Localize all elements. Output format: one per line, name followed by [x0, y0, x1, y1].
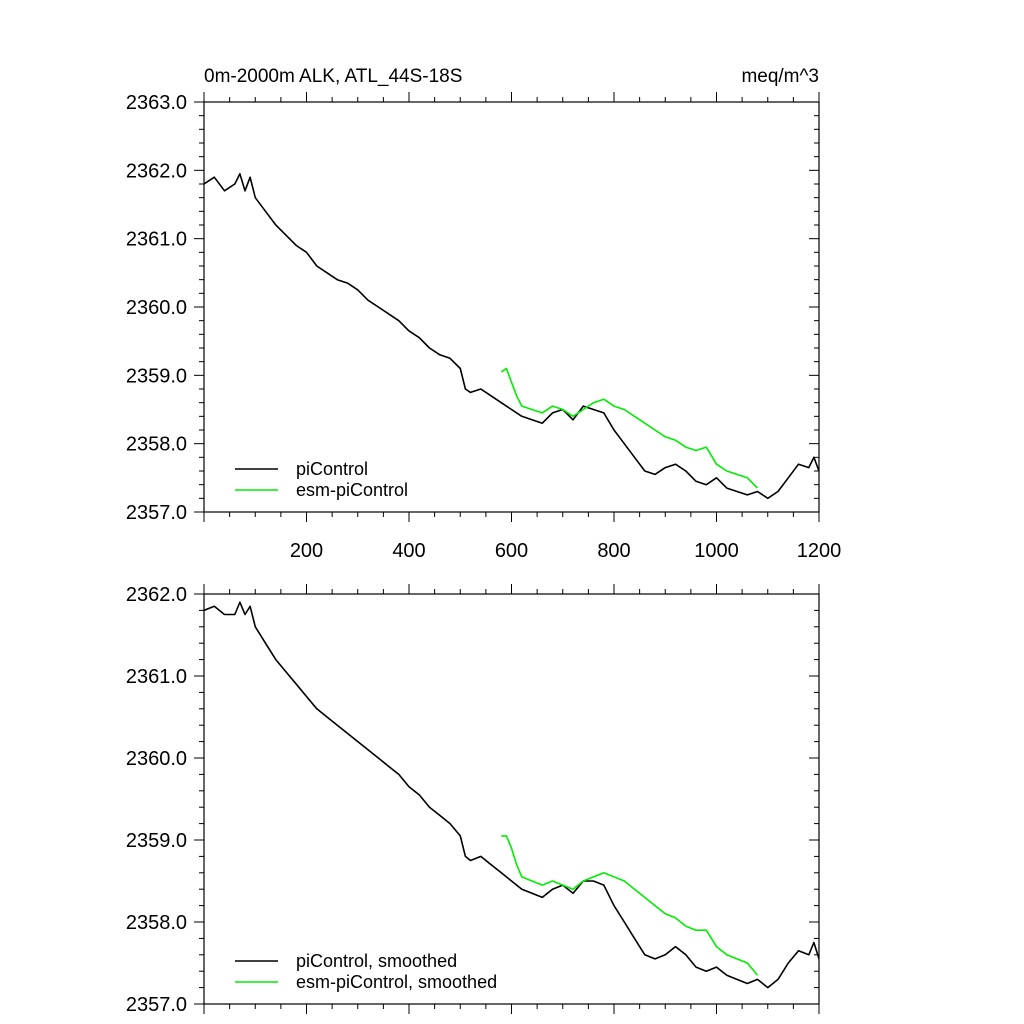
- y-tick-label: 2360.0: [126, 748, 187, 770]
- y-tick-label: 2361.0: [126, 229, 187, 251]
- y-tick-label: 2361.0: [126, 666, 187, 688]
- y-tick-label: 2358.0: [126, 912, 187, 934]
- legend-label-1: esm-piControl: [296, 480, 408, 500]
- bottom-panel: 2357.0 2358.0 2359.0 2360.0 2361.0 2362.0 piCo…: [126, 584, 820, 1016]
- y-tick-label: 2362.0: [126, 160, 187, 182]
- plot-frame: [203, 101, 820, 513]
- y-tick-label: 2360.0: [126, 297, 187, 319]
- legend-label-0: piControl: [296, 459, 368, 479]
- x-tick-label: 800: [597, 540, 630, 562]
- y-tick-label: 2357.0: [126, 502, 187, 524]
- series-line-0: [204, 601, 819, 989]
- series-line-1: [501, 835, 759, 976]
- y-tick-label: 2363.0: [126, 92, 187, 114]
- legend-label-0: piControl, smoothed: [296, 951, 457, 971]
- y-tick-label: 2359.0: [126, 830, 187, 852]
- y-tick-label: 2358.0: [126, 434, 187, 456]
- tick-marks: [194, 584, 820, 1014]
- units-label: meq/m^3: [741, 66, 819, 87]
- x-tick-label: 400: [392, 540, 425, 562]
- x-tick-label: 1200: [797, 540, 842, 562]
- series-line-0: [204, 173, 819, 500]
- x-tick-label: 600: [495, 540, 528, 562]
- chart-title: 0m-2000m ALK, ATL_44S-18S: [204, 66, 462, 87]
- y-tick-label: 2359.0: [126, 365, 187, 387]
- legend-label-1: esm-piControl, smoothed: [296, 972, 497, 992]
- series-line-1: [500, 367, 759, 489]
- x-tick-label: 200: [290, 540, 323, 562]
- tick-marks: [194, 92, 820, 522]
- y-tick-label: 2357.0: [126, 994, 187, 1016]
- top-panel: 0m-2000m ALK, ATL_44S-18S meq/m^3 2357.0 23…: [126, 66, 841, 562]
- y-tick-label: 2362.0: [126, 584, 187, 606]
- plot-frame: [203, 593, 820, 1005]
- x-tick-label: 1000: [694, 540, 739, 562]
